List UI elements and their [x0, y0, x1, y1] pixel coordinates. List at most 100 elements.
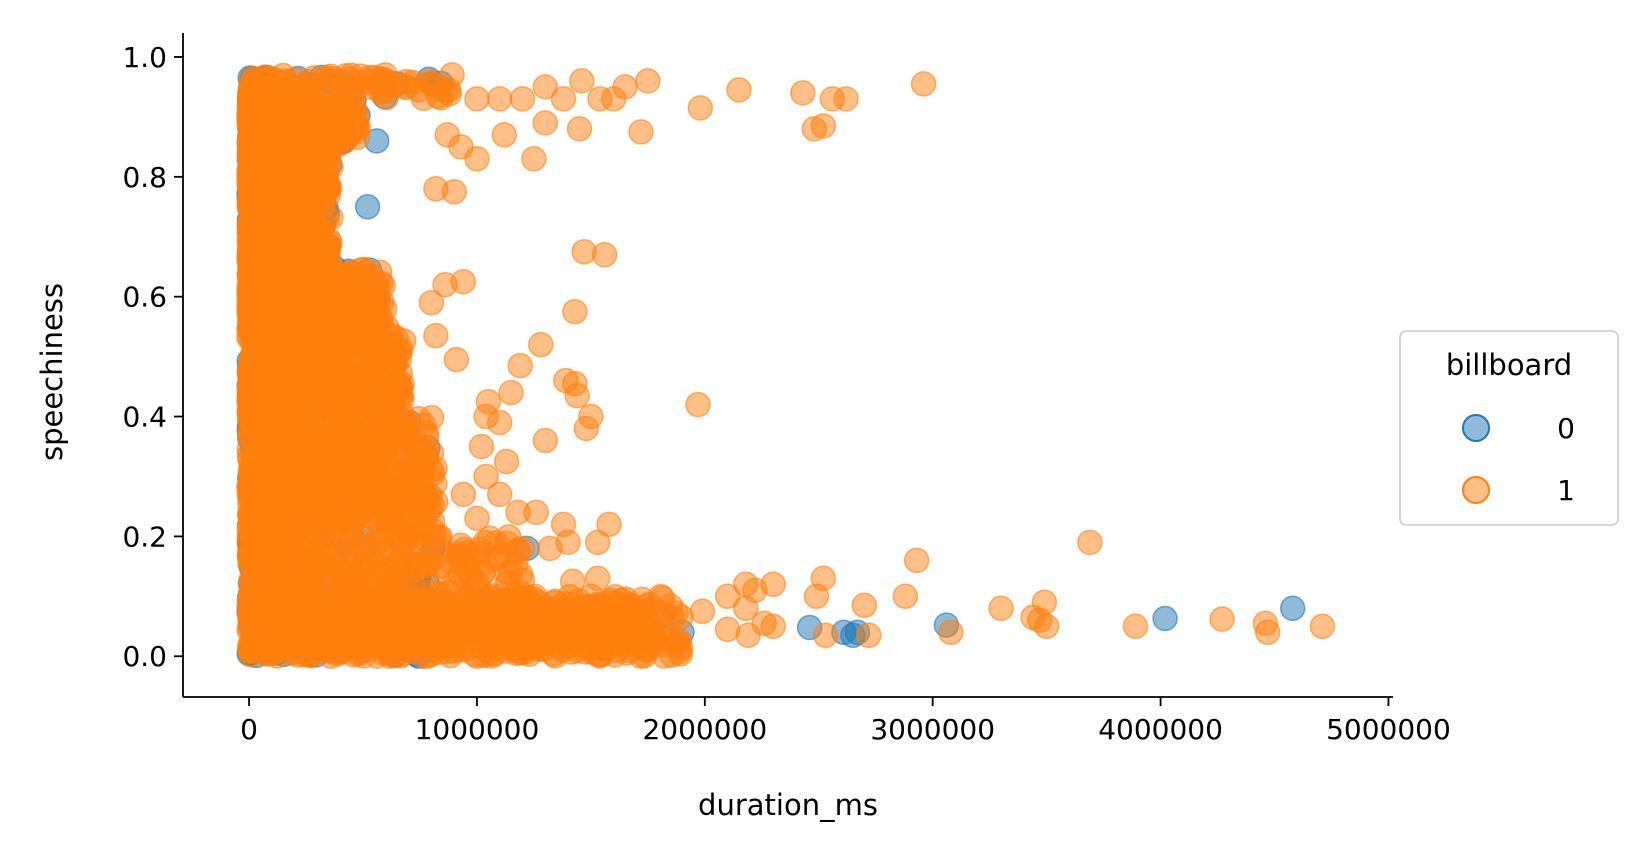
point-billboard-1 — [301, 423, 327, 449]
point-billboard-1 — [559, 568, 586, 595]
point-billboard-1 — [413, 445, 440, 471]
point-billboard-1 — [432, 590, 459, 616]
point-billboard-1 — [264, 261, 291, 288]
point-billboard-1 — [324, 351, 351, 378]
point-billboard-1 — [528, 331, 554, 358]
point-billboard-1 — [910, 71, 937, 97]
point-billboard-1 — [499, 629, 526, 655]
point-billboard-1 — [532, 74, 559, 100]
point-billboard-1 — [369, 404, 395, 430]
point-billboard-1 — [464, 86, 490, 112]
point-billboard-0 — [1152, 605, 1178, 632]
y-tick-label: 0.4 — [122, 401, 167, 434]
point-billboard-1 — [635, 68, 661, 94]
point-billboard-1 — [1254, 619, 1281, 646]
point-billboard-1 — [436, 80, 463, 107]
point-billboard-1 — [714, 583, 741, 610]
point-billboard-1 — [294, 209, 321, 236]
point-billboard-1 — [292, 384, 318, 411]
point-billboard-1 — [988, 595, 1014, 622]
point-billboard-1 — [495, 589, 521, 615]
point-billboard-1 — [486, 481, 513, 508]
point-billboard-1 — [668, 604, 694, 630]
point-billboard-1 — [276, 342, 303, 369]
point-billboard-1 — [348, 257, 374, 283]
point-billboard-1 — [632, 601, 659, 628]
point-billboard-1 — [315, 535, 341, 561]
point-billboard-1 — [295, 589, 322, 616]
point-billboard-1 — [441, 179, 467, 205]
point-billboard-1 — [380, 342, 407, 368]
x-tick-label: 5000000 — [1326, 713, 1451, 746]
point-billboard-1 — [251, 423, 278, 450]
point-billboard-1 — [610, 628, 636, 655]
point-billboard-1 — [514, 600, 540, 627]
point-billboard-1 — [310, 178, 337, 204]
point-billboard-1 — [726, 77, 752, 103]
point-billboard-1 — [521, 146, 547, 172]
legend-marker-0 — [1462, 414, 1490, 442]
point-billboard-0 — [354, 194, 381, 220]
legend-label-0: 0 — [1557, 412, 1575, 445]
legend-label-1: 1 — [1557, 474, 1575, 507]
point-billboard-1 — [366, 71, 393, 97]
legend-marker-1 — [1462, 476, 1490, 504]
point-billboard-1 — [353, 533, 380, 559]
point-billboard-1 — [311, 101, 338, 127]
point-billboard-1 — [258, 304, 285, 331]
point-billboard-1 — [938, 619, 964, 646]
point-billboard-1 — [359, 450, 386, 476]
point-billboard-1 — [566, 116, 593, 142]
points-layer — [236, 62, 1336, 669]
point-billboard-1 — [760, 571, 786, 598]
point-billboard-1 — [293, 117, 320, 143]
point-billboard-1 — [357, 601, 384, 627]
point-billboard-1 — [486, 409, 513, 436]
point-billboard-1 — [475, 388, 502, 415]
point-billboard-1 — [326, 561, 353, 587]
x-tick-label: 0 — [240, 713, 258, 746]
point-billboard-1 — [288, 169, 314, 195]
point-billboard-1 — [628, 643, 654, 669]
point-billboard-1 — [399, 69, 426, 96]
point-billboard-1 — [532, 110, 559, 136]
point-billboard-1 — [286, 557, 313, 583]
point-billboard-1 — [529, 618, 556, 645]
point-billboard-1 — [450, 481, 477, 508]
point-billboard-1 — [332, 593, 358, 619]
point-billboard-1 — [562, 298, 588, 325]
y-tick-label: 0.8 — [122, 161, 167, 194]
legend: billboard 0 1 — [1399, 330, 1619, 526]
point-billboard-1 — [584, 529, 611, 556]
point-billboard-1 — [278, 528, 305, 555]
point-billboard-1 — [332, 402, 358, 429]
point-billboard-1 — [685, 391, 711, 418]
point-billboard-1 — [318, 643, 344, 669]
point-billboard-1 — [401, 518, 427, 544]
point-billboard-1 — [812, 622, 839, 649]
point-billboard-1 — [569, 68, 595, 94]
point-billboard-1 — [1209, 606, 1235, 632]
point-billboard-1 — [263, 119, 289, 145]
point-billboard-1 — [647, 583, 674, 610]
legend-title: billboard — [1446, 348, 1572, 382]
point-billboard-1 — [386, 441, 412, 467]
point-billboard-1 — [366, 561, 392, 588]
x-tick-label: 4000000 — [1098, 713, 1223, 746]
point-billboard-1 — [271, 591, 298, 617]
point-billboard-1 — [236, 512, 263, 538]
point-billboard-1 — [591, 241, 618, 268]
point-billboard-1 — [413, 486, 440, 512]
y-axis-label: speechiness — [35, 283, 69, 461]
point-billboard-1 — [450, 268, 477, 295]
point-billboard-1 — [507, 352, 534, 379]
point-billboard-1 — [343, 382, 369, 408]
point-billboard-1 — [238, 565, 265, 591]
point-billboard-1 — [279, 640, 306, 666]
point-billboard-1 — [584, 565, 611, 592]
point-billboard-0 — [1279, 595, 1306, 622]
point-billboard-1 — [628, 119, 654, 145]
point-billboard-1 — [856, 622, 882, 649]
point-billboard-1 — [687, 95, 714, 121]
